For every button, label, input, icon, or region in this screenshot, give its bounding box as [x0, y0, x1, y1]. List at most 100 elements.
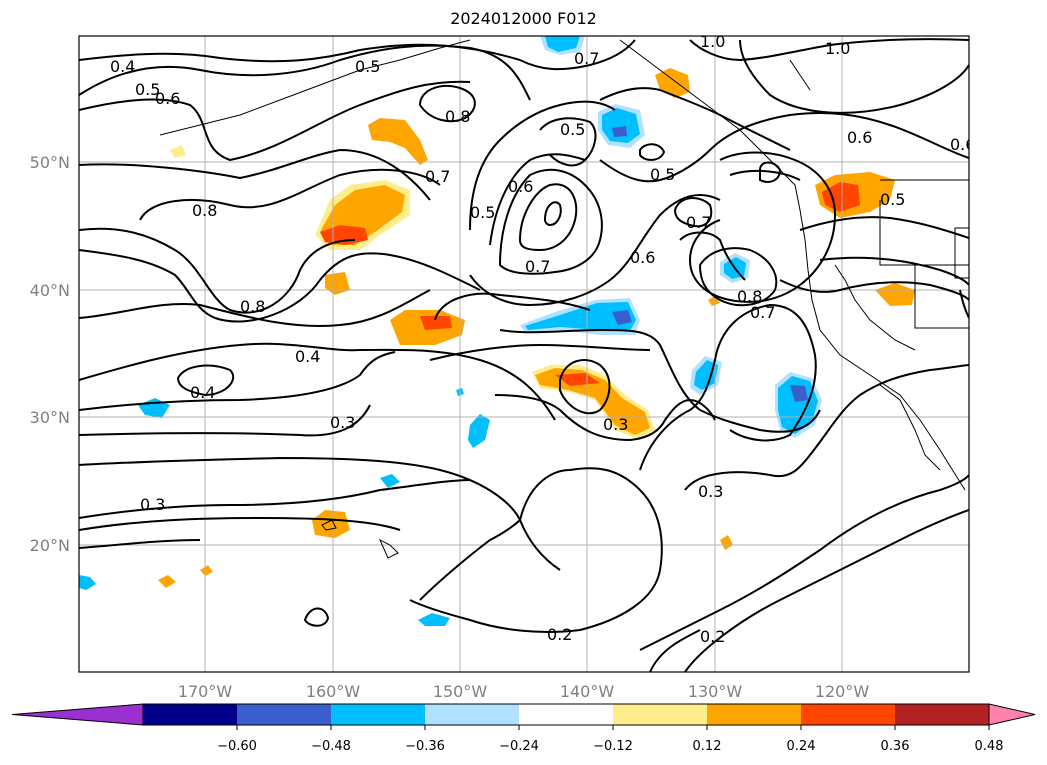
contour-label: 0.7 [525, 257, 550, 276]
contour-label: 0.5 [560, 120, 585, 139]
shade-negative [612, 310, 632, 325]
longitude-labels: 170°W 160°W 150°W 140°W 130°W 120°W [178, 682, 870, 701]
contour-label: 0.6 [847, 128, 872, 147]
contour-label: 0.7 [750, 303, 775, 322]
colorbar-segment [895, 704, 990, 725]
lon-label: 140°W [560, 682, 615, 701]
shade-positive [555, 373, 600, 386]
contour-label: 0.6 [950, 135, 975, 154]
contour-label: 0.6 [508, 177, 533, 196]
shade-positive [875, 283, 915, 306]
contour-label: 0.3 [603, 415, 628, 434]
contour-label: 0.5 [470, 203, 495, 222]
shade-negative [790, 385, 808, 402]
shade-positive [708, 296, 720, 306]
colorbar-segment [707, 704, 802, 725]
contour-label: 1.0 [825, 39, 850, 58]
shade-negative [694, 360, 718, 390]
contour-label: 0.5 [135, 80, 160, 99]
contour-label: 0.4 [110, 57, 135, 76]
contour-label: 0.5 [355, 57, 380, 76]
shade-negative [602, 108, 640, 143]
lat-label: 50°N [30, 153, 70, 172]
colorbar-extend-min-outline [11, 703, 144, 726]
colorbar-tick-label: 0.48 [975, 739, 1004, 754]
contour-label: 0.5 [880, 190, 905, 209]
lon-label: 160°W [306, 682, 361, 701]
contour-label: 0.7 [686, 213, 711, 232]
shade-positive [535, 368, 650, 435]
shade-positive [312, 510, 350, 538]
shade-negative [778, 376, 818, 434]
shade-positive [420, 316, 452, 330]
colorbar-tick-label: 0.24 [787, 739, 816, 754]
contour-label: 0.8 [445, 107, 470, 126]
shade-negative [545, 36, 580, 52]
colorbar-segment [613, 704, 708, 725]
contour-label: 0.8 [240, 297, 265, 316]
contour-label-group: 0.4 0.5 0.6 0.5 1.0 0.7 1.0 0.8 0.5 0.6 … [110, 32, 975, 646]
gridlines [79, 36, 969, 672]
contour-label: 0.4 [295, 347, 320, 366]
contour-label: 0.3 [330, 413, 355, 432]
lat-label: 20°N [30, 536, 70, 555]
latitude-labels: 50°N 40°N 30°N 20°N [30, 153, 70, 555]
colorbar-segment [331, 704, 426, 725]
colorbar-extend-min [12, 704, 143, 725]
colorbar-tick-label: −0.36 [405, 739, 445, 754]
shade-positive [325, 272, 350, 295]
contour-label: 0.2 [547, 625, 572, 644]
shade-positive [720, 535, 733, 550]
contour-label: 0.6 [630, 248, 655, 267]
colorbar-extend-max [989, 704, 1035, 725]
colorbar-extend-max-outline [988, 703, 1036, 726]
contour-label: 0.3 [698, 482, 723, 501]
lon-label: 120°W [815, 682, 870, 701]
shade-positive [368, 118, 428, 165]
shade-negative [612, 126, 627, 137]
contour-label: 0.2 [700, 627, 725, 646]
colorbar: −0.60 −0.48 −0.36 −0.24 −0.12 0.12 0.24 0.36 0.4… [11, 703, 1036, 754]
colorbar-segment [425, 704, 520, 725]
contour-label: 0.7 [425, 167, 450, 186]
contour-label: 0.4 [190, 383, 215, 402]
shade-negative [468, 414, 490, 448]
shade-positive [170, 145, 186, 158]
lat-label: 40°N [30, 281, 70, 300]
colorbar-tick-label: −0.60 [217, 739, 257, 754]
shade-positive [158, 575, 176, 588]
shade-negative [418, 613, 450, 626]
colorbar-tick-label: −0.12 [593, 739, 633, 754]
colorbar-tick-label: 0.36 [881, 739, 910, 754]
shade-negative [79, 575, 96, 590]
shade-negative [525, 302, 636, 331]
contour-label: 0.8 [192, 201, 217, 220]
lon-label: 150°W [433, 682, 488, 701]
lon-label: 130°W [688, 682, 743, 701]
contour-label: 1.0 [700, 32, 725, 51]
colorbar-segment [143, 704, 238, 725]
colorbar-tick-label: 0.12 [693, 739, 722, 754]
shade-negative [380, 474, 400, 488]
map-title: 2024012000 F012 [450, 9, 597, 28]
contour-lines [79, 38, 969, 672]
contour-label: 0.7 [574, 49, 599, 68]
contour-label: 0.8 [737, 287, 762, 306]
shade-positive [320, 225, 368, 245]
colorbar-tick-label: −0.48 [311, 739, 351, 754]
shade-positive [200, 565, 213, 576]
contour-label: 0.5 [650, 165, 675, 184]
lat-label: 30°N [30, 408, 70, 427]
coastlines [159, 39, 969, 559]
colorbar-tick-label: −0.24 [499, 739, 539, 754]
colorbar-segment [519, 704, 614, 725]
contour-label: 0.3 [140, 495, 165, 514]
colorbar-segment [237, 704, 332, 725]
shade-positive [822, 182, 860, 212]
anomaly-shading [79, 36, 915, 626]
plot-frame [78, 35, 970, 673]
lon-label: 170°W [178, 682, 233, 701]
colorbar-segment [801, 704, 896, 725]
plot-background [79, 36, 969, 672]
